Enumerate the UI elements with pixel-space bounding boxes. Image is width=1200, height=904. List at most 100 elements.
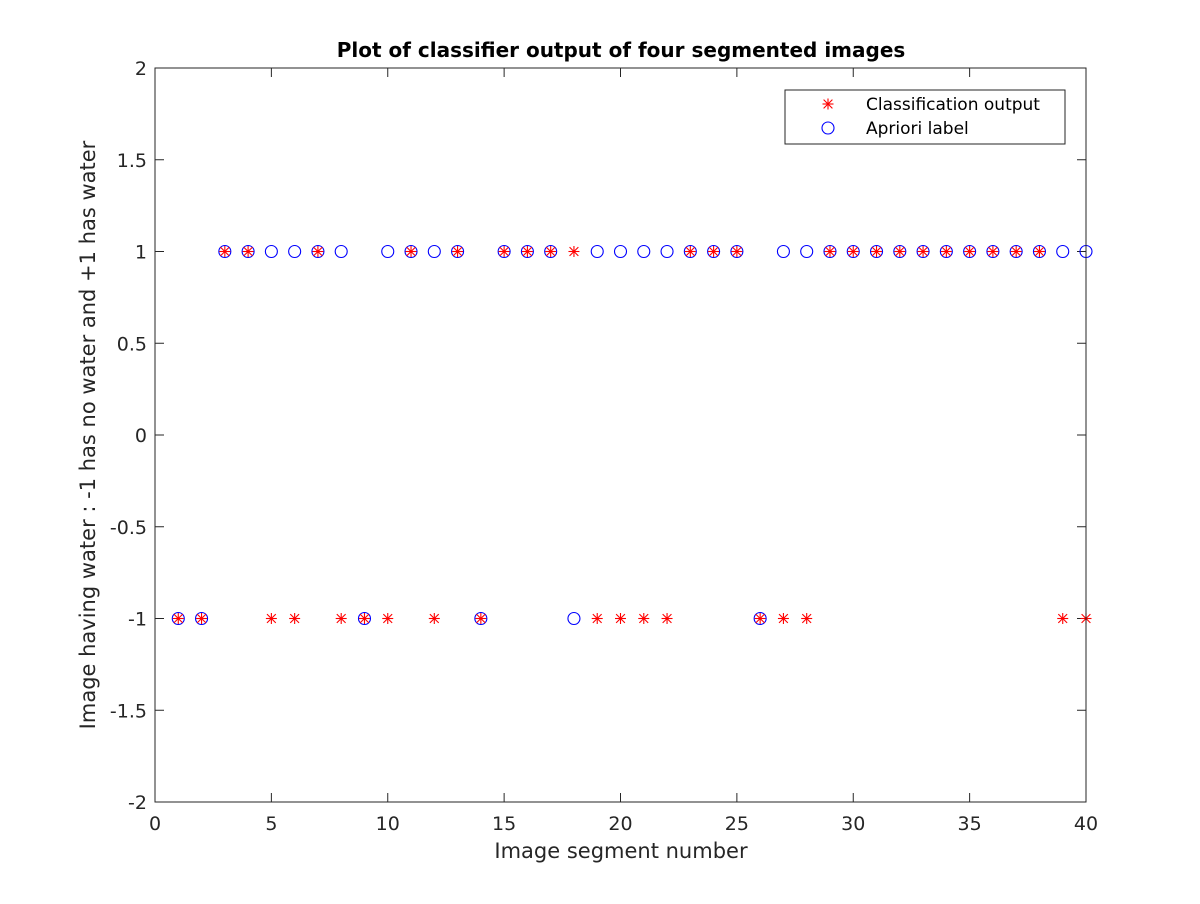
apriori-label-point (357, 611, 372, 626)
apriori-label-point (1056, 244, 1070, 259)
apriori-label-point (404, 244, 418, 259)
apriori-label-point (869, 244, 884, 259)
apriori-label-point (916, 244, 930, 259)
classification-output-point (568, 246, 580, 257)
y-tick-label: -1.5 (110, 700, 147, 722)
x-tick-label: 5 (265, 813, 277, 835)
apriori-label-point (1032, 244, 1046, 259)
x-axis-label: Image segment number (494, 839, 748, 863)
classification-output-point (661, 613, 673, 624)
legend-marker-circle (821, 121, 835, 135)
apriori-label-point (544, 244, 558, 259)
classification-output-point (731, 246, 743, 257)
y-tick-label: -1 (128, 609, 147, 631)
apriori-label-point (567, 611, 581, 626)
apriori-label-point (1009, 244, 1023, 259)
apriori-label-point (195, 611, 209, 626)
classification-output-point (638, 613, 650, 624)
classification-output-point (824, 246, 836, 257)
classification-output-point (428, 613, 440, 624)
x-tick-label: 0 (149, 813, 161, 835)
classification-output-point (219, 246, 231, 257)
x-tick-label: 10 (376, 813, 400, 835)
apriori-label-point (776, 244, 790, 259)
apriori-label-point (963, 244, 977, 259)
apriori-label-point (660, 244, 674, 259)
classification-output-point (964, 246, 976, 257)
axes-box (154, 67, 1087, 803)
apriori-label-point (823, 244, 837, 259)
classification-output-point (684, 246, 696, 257)
classification-output-point (382, 613, 394, 624)
apriori-label-point (288, 244, 302, 259)
apriori-label-point (520, 244, 534, 259)
classification-output-point (498, 246, 510, 257)
apriori-label-point (497, 244, 511, 259)
apriori-label-point (939, 244, 953, 259)
x-tick-label: 25 (725, 813, 749, 835)
classification-output-point (265, 613, 277, 624)
x-tick-label: 20 (608, 813, 632, 835)
legend: Classification output Apriori label (784, 89, 1066, 145)
apriori-label-point (800, 244, 814, 259)
legend-circle-icon (821, 121, 835, 135)
classification-output-point (754, 613, 766, 624)
classification-output-point (940, 246, 952, 257)
classification-output-point (358, 613, 370, 624)
y-tick-label: 1.5 (117, 150, 147, 172)
legend-label-apriori-label: Apriori label (866, 119, 969, 139)
x-tick-label: 40 (1074, 813, 1098, 835)
classification-output-point (196, 613, 208, 624)
classification-output-point (917, 246, 929, 257)
y-tick-label: -2 (128, 792, 147, 814)
plot-area (155, 68, 1086, 802)
x-tick-label: 15 (492, 813, 516, 835)
classification-output-point (615, 613, 626, 624)
classification-output-point (1010, 246, 1022, 257)
classification-output-point (987, 246, 999, 257)
classification-output-point (777, 613, 789, 624)
apriori-label-point (986, 244, 1000, 259)
legend-box (784, 89, 1066, 145)
y-tick-label: 1 (135, 242, 147, 264)
apriori-label-point (637, 244, 651, 259)
classification-output-point (894, 246, 906, 257)
apriori-label-point (311, 244, 325, 259)
classification-output-point (521, 246, 533, 257)
classification-output-point (405, 246, 417, 257)
apriori-label-point (730, 244, 744, 259)
classification-output-point (242, 246, 254, 257)
x-tick-label: 30 (841, 813, 865, 835)
apriori-label-point (753, 611, 767, 626)
y-axis-label: Image having water : -1 has no water and… (76, 140, 100, 729)
apriori-label-point (241, 244, 255, 259)
apriori-label-point (381, 244, 395, 259)
classification-output-point (871, 246, 883, 257)
y-tick-label: 2 (135, 58, 147, 80)
y-tick-label: -0.5 (110, 517, 147, 539)
classification-output-point (172, 613, 184, 624)
classification-output-point (289, 613, 301, 624)
apriori-label-point (474, 611, 488, 626)
apriori-label-point (218, 244, 232, 259)
apriori-label-point (683, 244, 697, 259)
apriori-label-point (590, 244, 604, 259)
classification-output-point (847, 246, 859, 257)
legend-marker-asterisk (822, 98, 834, 110)
classification-output-point (1057, 613, 1069, 624)
apriori-label-point (171, 611, 185, 626)
apriori-label-point (893, 244, 907, 259)
x-tick-label: 35 (958, 813, 982, 835)
axis-ticks: 0 5 10 15 20 25 30 35 40 -2 -1.5 -1 -0.5 0 0.5 1 1.5 2 (110, 58, 1098, 835)
classification-output-point (312, 246, 324, 257)
classification-output-point (708, 246, 720, 257)
apriori-label-point (334, 244, 348, 259)
legend-label-classification-output: Classification output (866, 95, 1040, 115)
legend-asterisk-icon (822, 98, 834, 110)
classification-output-point (335, 613, 347, 624)
chart-title: Plot of classifier output of four segmen… (337, 38, 906, 62)
classification-output-point (545, 246, 557, 257)
classification-output-point (475, 613, 487, 624)
